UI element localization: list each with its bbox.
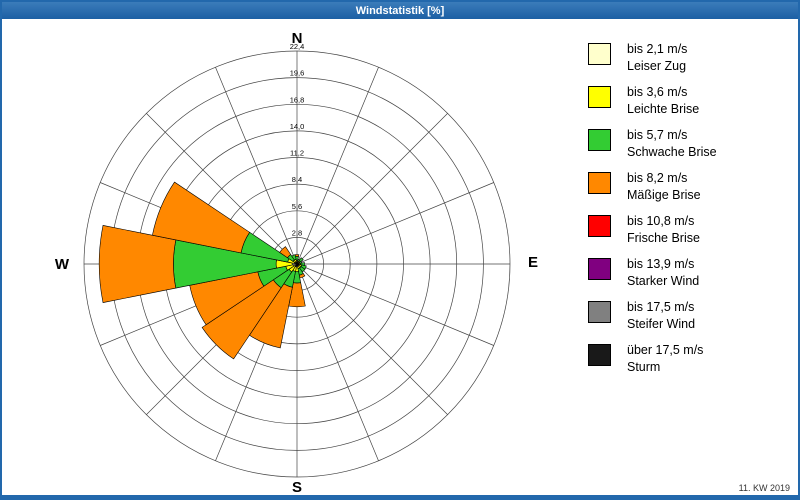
legend-speed: bis 3,6 m/s: [627, 85, 688, 99]
week-label: 11. KW 2019: [738, 483, 790, 493]
wind-petal-segment: [152, 181, 251, 254]
legend-speed: bis 17,5 m/s: [627, 300, 695, 314]
legend-swatch: [588, 344, 611, 366]
wind-petal-segment: [98, 225, 177, 303]
compass-label-e: E: [527, 254, 539, 271]
legend-item: bis 2,1 m/s Leiser Zug: [588, 41, 796, 75]
wind-petal-segment: [201, 279, 282, 360]
ring-label: 19,6: [290, 69, 305, 78]
legend-name: Leiser Zug: [627, 59, 687, 73]
legend-speed: bis 2,1 m/s: [627, 42, 688, 56]
legend-item: bis 3,6 m/s Leichte Brise: [588, 84, 796, 118]
wind-petal-segment: [291, 254, 297, 261]
compass-label-s: S: [291, 479, 303, 496]
legend-name: Leichte Brise: [627, 102, 700, 116]
legend-item: bis 10,8 m/s Frische Brise: [588, 213, 796, 247]
title-bar: Windstatistik [%]: [2, 2, 798, 19]
legend-speed: über 17,5 m/s: [627, 343, 704, 357]
legend-item: bis 5,7 m/s Schwache Brise: [588, 127, 796, 161]
ring-label: 22,4: [290, 42, 305, 51]
legend-speed: bis 8,2 m/s: [627, 171, 688, 185]
compass-label-w: W: [54, 256, 70, 273]
legend-swatch: [588, 258, 611, 280]
legend-name: Steifer Wind: [627, 317, 696, 331]
wind-petal-segment: [279, 246, 292, 259]
ring-label: 11,2: [290, 149, 304, 158]
legend: bis 2,1 m/s Leiser Zug bis 3,6 m/s Leich…: [588, 41, 796, 385]
legend-swatch: [588, 129, 611, 151]
ring-label: 8,4: [292, 175, 302, 184]
legend-swatch: [588, 86, 611, 108]
page-title: Windstatistik [%]: [355, 4, 445, 17]
ring-labels: 2,8 5,6 8,4 11,2 14,0 16,8 19,6 22,4: [290, 42, 305, 237]
ring-label: 5,6: [292, 202, 302, 211]
legend-name: Sturm: [627, 360, 661, 374]
legend-swatch: [588, 215, 611, 237]
legend-item: bis 13,9 m/s Starker Wind: [588, 256, 796, 290]
legend-swatch: [588, 172, 611, 194]
legend-item: über 17,5 m/s Sturm: [588, 342, 796, 376]
legend-speed: bis 10,8 m/s: [627, 214, 695, 228]
legend-swatch: [588, 43, 611, 65]
chart-area: 2,8 5,6 8,4 11,2 14,0 16,8 19,6 22,4 N S W E bi…: [2, 19, 798, 495]
legend-speed: bis 5,7 m/s: [627, 128, 688, 142]
legend-name: Starker Wind: [627, 274, 700, 288]
ring-label: 2,8: [292, 228, 302, 237]
legend-name: Frische Brise: [627, 231, 700, 245]
legend-item: bis 17,5 m/s Steifer Wind: [588, 299, 796, 333]
windrose-chart: 2,8 5,6 8,4 11,2 14,0 16,8 19,6 22,4: [83, 42, 511, 478]
legend-swatch: [588, 301, 611, 323]
ring-label: 16,8: [290, 95, 305, 104]
legend-item: bis 8,2 m/s Mäßige Brise: [588, 170, 796, 204]
ring-label: 14,0: [290, 122, 305, 131]
legend-speed: bis 13,9 m/s: [627, 257, 695, 271]
compass-label-n: N: [291, 30, 303, 47]
legend-name: Mäßige Brise: [627, 188, 701, 202]
wind-petals: [98, 181, 307, 360]
legend-name: Schwache Brise: [627, 145, 717, 159]
